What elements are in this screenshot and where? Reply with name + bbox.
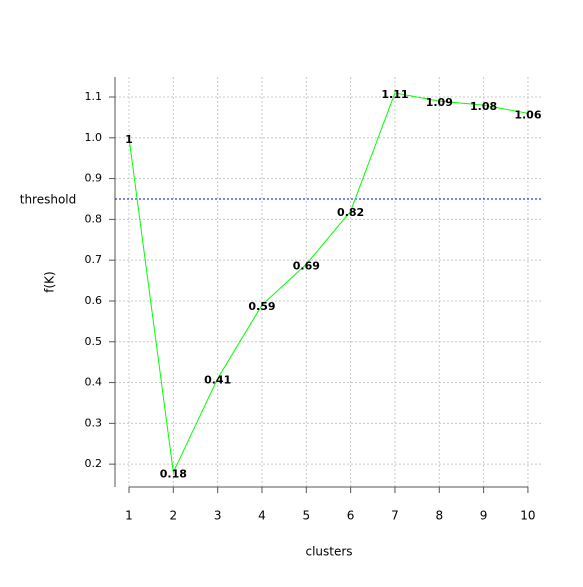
x-tick-label: 8	[435, 509, 443, 523]
x-tick-label: 3	[214, 509, 222, 523]
y-tick-label: 0.2	[85, 457, 103, 470]
x-tick-label: 10	[520, 509, 535, 523]
data-label: 1	[125, 133, 133, 146]
y-tick-label: 0.8	[85, 212, 103, 225]
data-label: 0.82	[337, 206, 364, 219]
x-tick-label: 7	[391, 509, 399, 523]
data-label: 1.09	[426, 96, 453, 109]
y-tick-label: 0.3	[85, 416, 103, 429]
threshold-label: threshold	[20, 192, 77, 206]
x-tick-label: 9	[480, 509, 488, 523]
data-label: 0.18	[160, 467, 187, 480]
y-axis-label: f(K)	[43, 271, 57, 292]
y-tick-label: 0.6	[85, 294, 103, 307]
x-tick-label: 2	[170, 509, 178, 523]
y-tick-label: 1.0	[85, 131, 103, 144]
data-label: 0.69	[293, 259, 320, 272]
y-tick-label: 0.9	[85, 172, 103, 185]
data-label: 0.59	[248, 300, 275, 313]
x-tick-label: 4	[258, 509, 266, 523]
x-tick-label: 5	[302, 509, 310, 523]
data-label: 1.11	[381, 88, 408, 101]
series-line	[128, 92, 529, 475]
data-label: 0.41	[204, 373, 231, 386]
data-label: 1.08	[470, 100, 497, 113]
y-tick-label: 1.1	[85, 90, 103, 103]
y-tick-label: 0.7	[85, 253, 103, 266]
data-label: 1.06	[514, 108, 541, 121]
x-axis-label: clusters	[305, 545, 352, 559]
y-tick-label: 0.4	[85, 376, 103, 389]
y-tick-label: 0.5	[85, 335, 103, 348]
x-tick-label: 1	[125, 509, 133, 523]
x-tick-label: 6	[347, 509, 355, 523]
